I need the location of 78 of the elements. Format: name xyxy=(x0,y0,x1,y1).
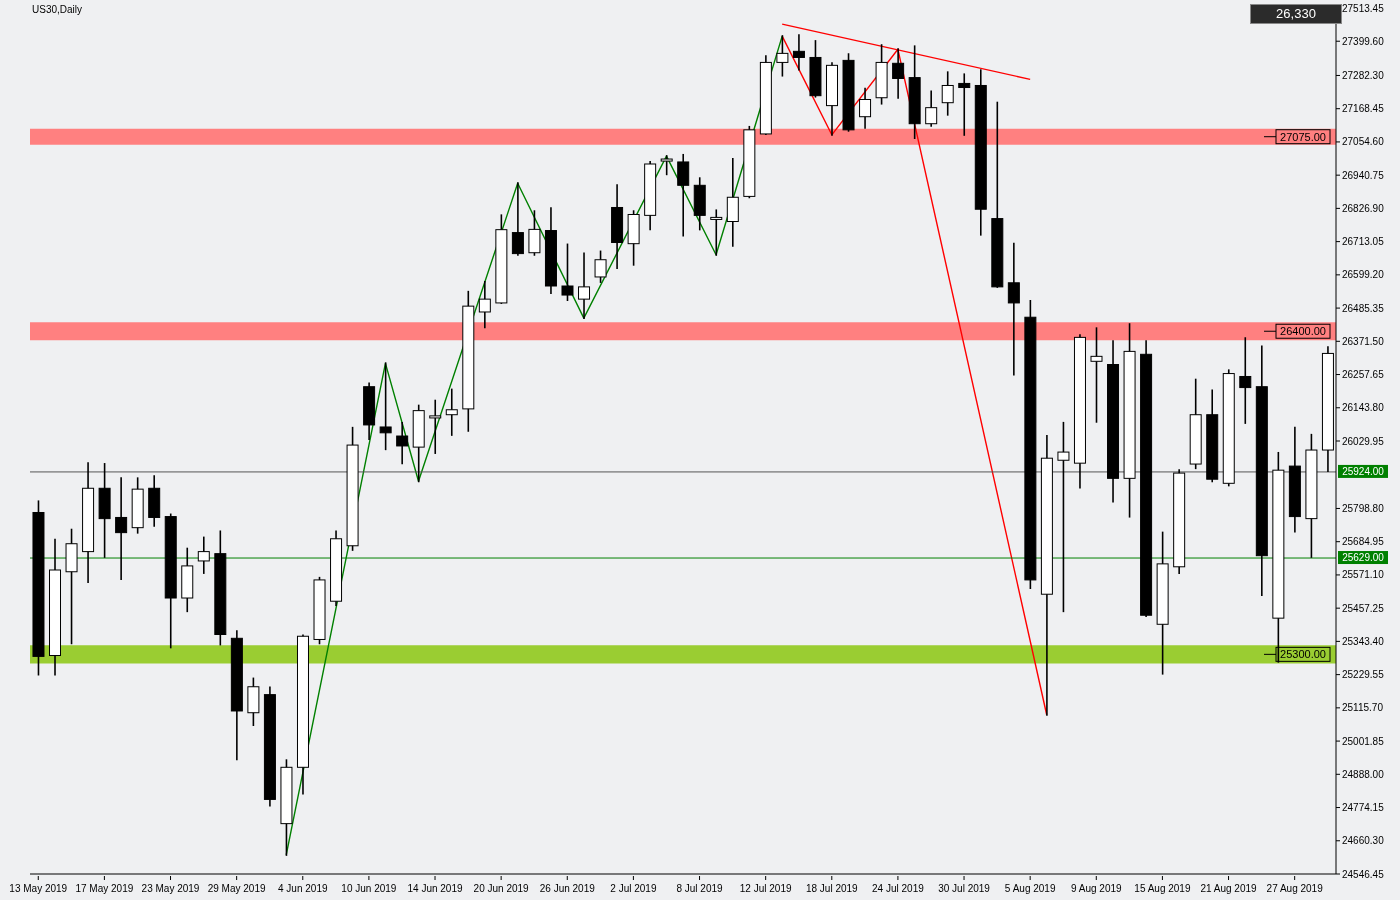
y-tick-label: 27513.45 xyxy=(1342,2,1385,14)
y-tick-label: 25343.40 xyxy=(1342,635,1385,647)
y-tick-label: 25457.25 xyxy=(1342,602,1385,614)
x-tick-label: 14 Jun 2019 xyxy=(407,883,463,894)
candlestick xyxy=(115,476,128,581)
y-tick-label: 26143.80 xyxy=(1342,402,1385,414)
candlestick xyxy=(561,242,574,302)
x-tick-label: 10 Jun 2019 xyxy=(341,883,397,894)
x-tick-label: 29 May 2019 xyxy=(207,883,266,894)
candlestick xyxy=(1057,421,1070,613)
x-tick-label: 27 Aug 2019 xyxy=(1266,883,1324,894)
candlestick xyxy=(925,89,938,128)
y-tick-label: 26257.65 xyxy=(1342,369,1385,381)
candlestick xyxy=(859,86,872,130)
band-label: 26400.00 xyxy=(1280,325,1326,338)
candlestick xyxy=(677,153,690,238)
candlestick xyxy=(776,34,789,78)
y-tick-label: 27282.30 xyxy=(1342,70,1385,82)
y-tick-label: 27054.60 xyxy=(1342,136,1385,148)
candlestick xyxy=(396,421,409,465)
x-tick-label: 26 Jun 2019 xyxy=(539,883,596,894)
y-tick-label: 25684.95 xyxy=(1342,536,1385,548)
y-tick-label: 24888.00 xyxy=(1342,768,1385,780)
candlestick xyxy=(892,47,905,100)
candlestick xyxy=(478,280,491,329)
x-tick-label: 2 Jul 2019 xyxy=(610,883,657,894)
candlestick xyxy=(792,33,805,72)
x-tick-label: 9 Aug 2019 xyxy=(1070,883,1123,894)
candlestick xyxy=(511,181,524,257)
candlestick xyxy=(1239,336,1252,425)
candlestick xyxy=(429,398,442,455)
y-tick-label: 25571.10 xyxy=(1342,569,1385,581)
x-tick-label: 20 Jun 2019 xyxy=(473,883,530,894)
candlestick xyxy=(660,154,673,177)
y-tick-label: 25798.80 xyxy=(1342,503,1385,515)
candlestick xyxy=(379,361,392,451)
candlestick xyxy=(578,251,591,320)
y-tick-label: 24660.30 xyxy=(1342,835,1385,847)
y-tick-label: 25229.55 xyxy=(1342,669,1385,681)
y-tick-label: 26599.20 xyxy=(1342,269,1385,281)
candlestick xyxy=(445,387,458,437)
y-tick-label: 27168.45 xyxy=(1342,103,1385,115)
y-tick-label: 26713.05 xyxy=(1342,236,1385,248)
y-tick-label: 24774.15 xyxy=(1342,802,1385,814)
y-tick-label: 26826.90 xyxy=(1342,202,1385,214)
band-label: 25300.00 xyxy=(1280,648,1326,661)
candlestick xyxy=(594,249,607,284)
x-tick-label: 5 Aug 2019 xyxy=(1004,883,1056,894)
candlestick xyxy=(941,70,954,117)
ref-line-label: 25629.00 xyxy=(1342,552,1385,564)
y-tick-label: 24546.45 xyxy=(1342,868,1385,880)
y-tick-label: 25001.85 xyxy=(1342,735,1385,747)
x-tick-label: 18 Jul 2019 xyxy=(805,883,859,894)
y-tick-label: 26940.75 xyxy=(1342,169,1385,181)
x-tick-label: 17 May 2019 xyxy=(75,883,134,894)
candlestick xyxy=(710,208,723,257)
y-tick-label: 26371.50 xyxy=(1342,335,1385,347)
x-tick-label: 23 May 2019 xyxy=(141,883,200,894)
candlestick xyxy=(1090,326,1103,424)
x-tick-label: 21 Aug 2019 xyxy=(1200,883,1258,894)
y-tick-label: 25115.70 xyxy=(1342,702,1384,714)
ref-line-label: 25924.00 xyxy=(1342,465,1385,477)
x-tick-label: 4 Jun 2019 xyxy=(278,883,328,894)
x-tick-label: 24 Jul 2019 xyxy=(872,883,925,894)
chart-title: US30,Daily xyxy=(32,4,83,15)
y-tick-label: 27399.60 xyxy=(1342,35,1385,47)
x-tick-label: 30 Jul 2019 xyxy=(938,883,991,894)
y-tick-label: 26029.95 xyxy=(1342,435,1385,447)
x-tick-label: 8 Jul 2019 xyxy=(676,883,724,894)
candlestick xyxy=(958,72,971,137)
candlestick xyxy=(1007,241,1020,377)
candlestick xyxy=(528,209,541,257)
x-tick-label: 15 Aug 2019 xyxy=(1134,883,1191,894)
band-label: 27075.00 xyxy=(1280,130,1326,143)
x-tick-label: 13 May 2019 xyxy=(9,883,68,894)
y-tick-label: 26485.35 xyxy=(1342,302,1385,314)
candlestick xyxy=(197,535,210,575)
x-tick-label: 12 Jul 2019 xyxy=(739,883,792,894)
